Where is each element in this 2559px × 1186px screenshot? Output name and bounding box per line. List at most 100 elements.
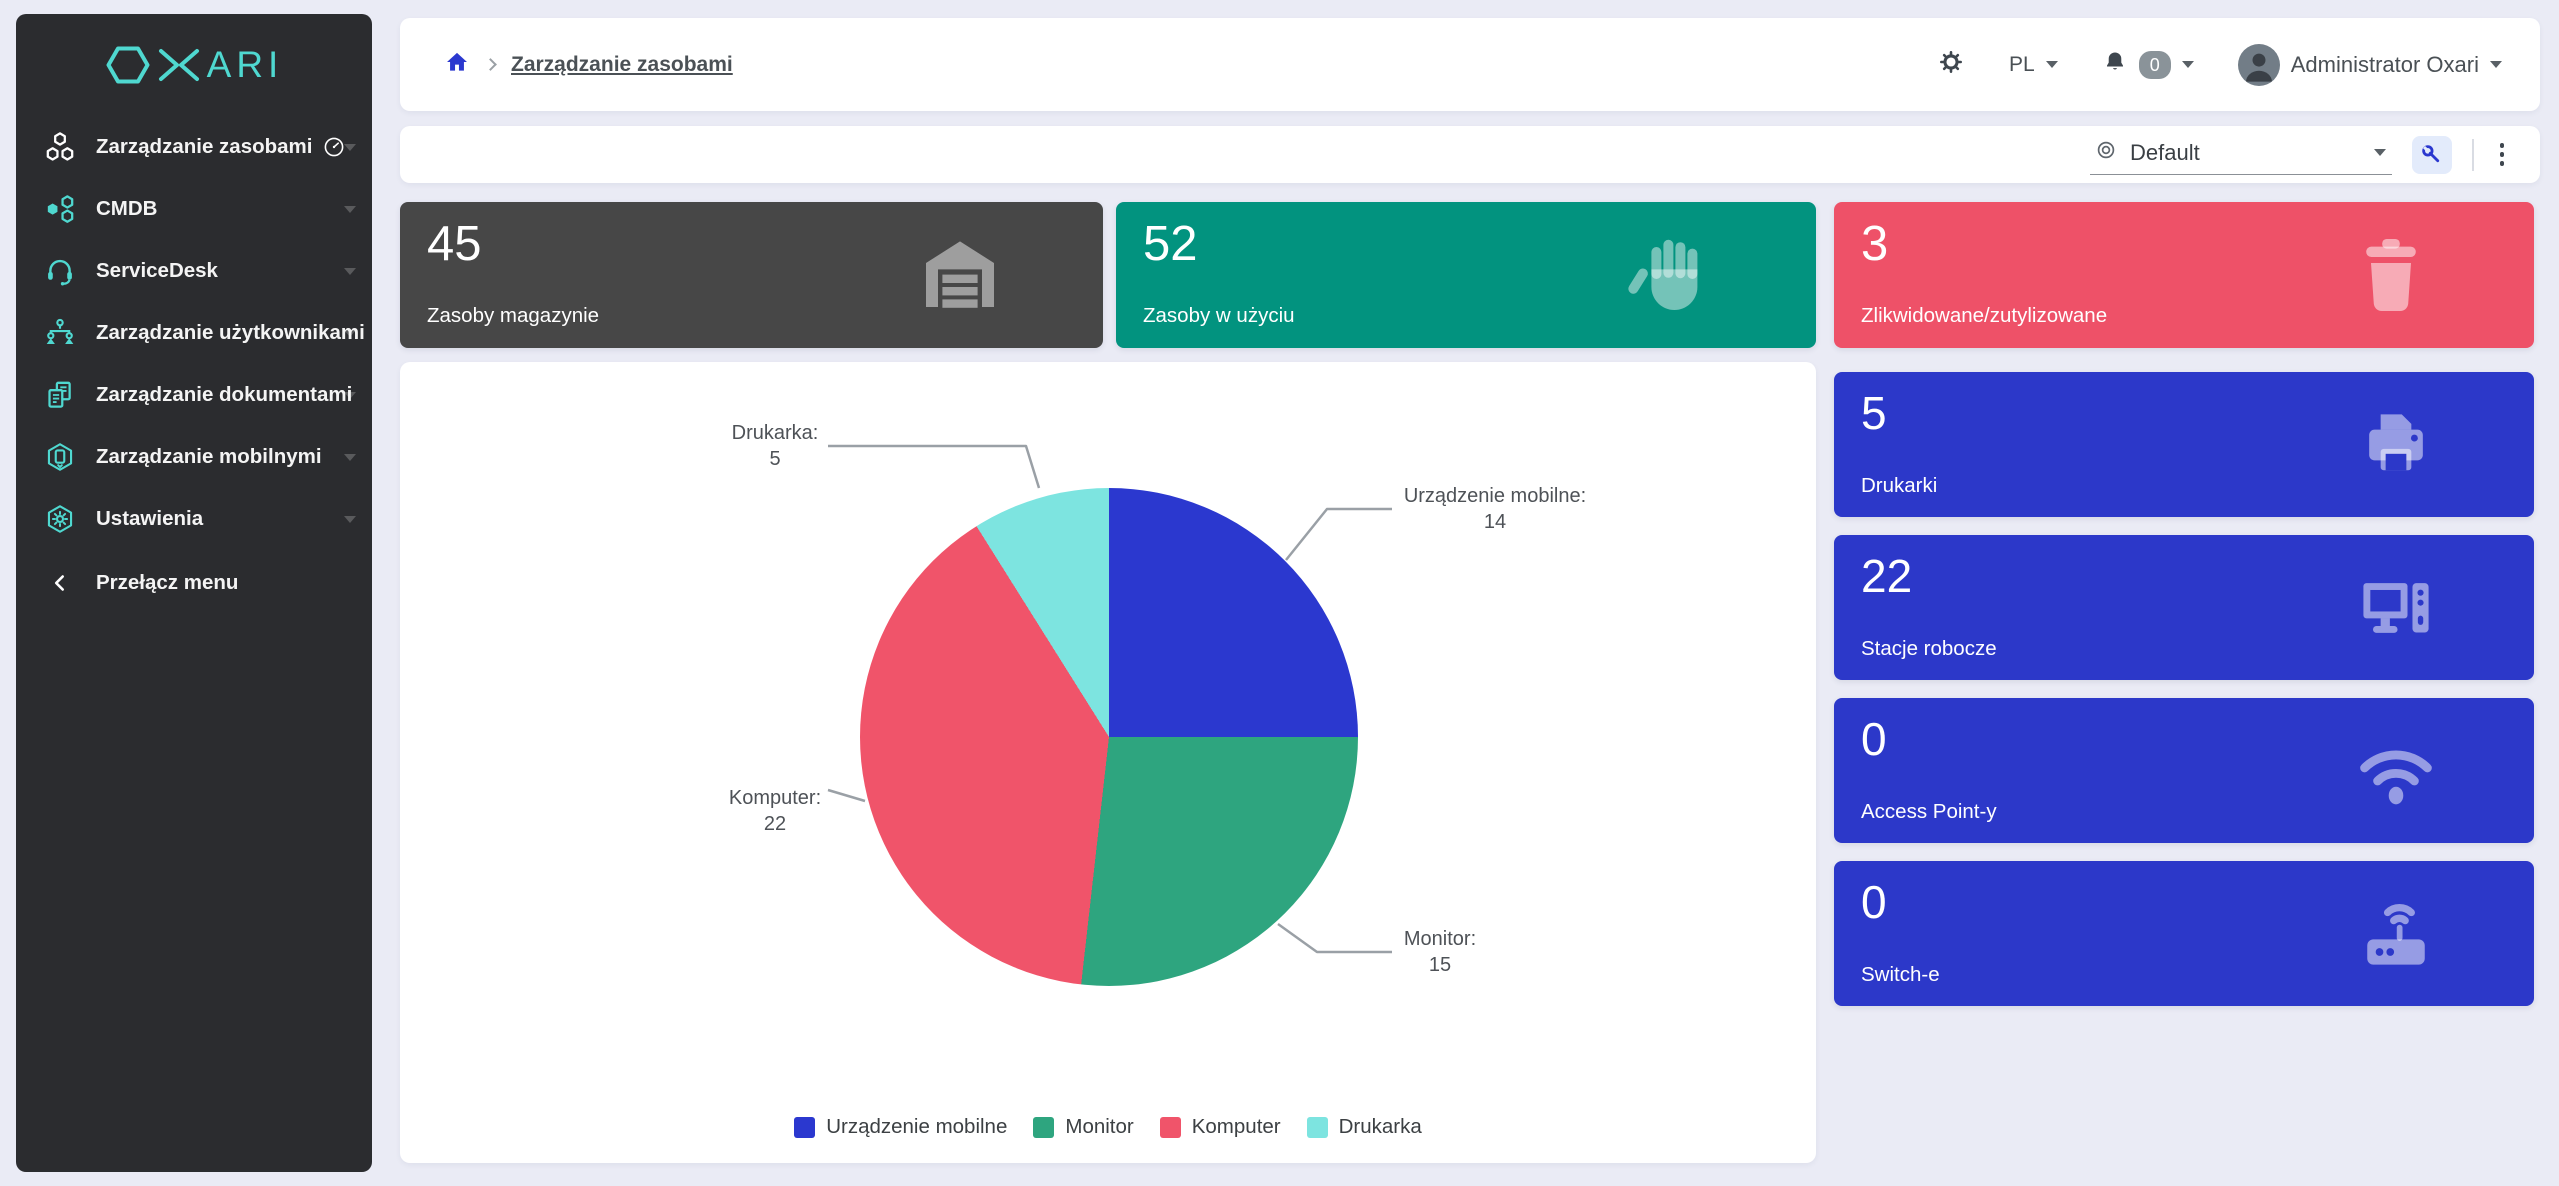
documents-icon (42, 377, 78, 413)
router-icon (2350, 888, 2442, 980)
wifi-icon (2350, 725, 2442, 817)
legend-item-drukarka[interactable]: Drukarka (1306, 1115, 1422, 1139)
chevron-down-icon (344, 267, 356, 275)
sidebar-item-cmdb[interactable]: CMDB (16, 178, 372, 240)
category-value: 0 (1861, 876, 1887, 928)
home-icon[interactable] (444, 49, 470, 80)
avatar (2237, 43, 2280, 86)
language-dropdown[interactable]: PL (2009, 53, 2058, 77)
view-toolbar: Default (400, 126, 2540, 183)
stat-value: 45 (427, 217, 482, 271)
view-select[interactable]: Default (2090, 134, 2392, 175)
trash-icon (2343, 227, 2439, 323)
legend-swatch (794, 1116, 816, 1138)
sidebar-item-zarzadzanie-zasobami[interactable]: Zarządzanie zasobami (16, 116, 372, 178)
callout-label: Urządzenie mobilne: (1403, 485, 1587, 507)
chevron-down-icon (344, 515, 356, 523)
legend-label: Urządzenie mobilne (826, 1115, 1008, 1138)
legend-item-urzadzenie-mobilne[interactable]: Urządzenie mobilne (794, 1115, 1007, 1139)
legend-label: Komputer (1191, 1115, 1281, 1138)
legend-label: Drukarka (1338, 1115, 1422, 1138)
callout-label: Monitor: (1403, 928, 1477, 950)
chevron-down-icon (2181, 61, 2194, 68)
legend-swatch (1159, 1116, 1181, 1138)
pie-chart[interactable] (860, 488, 1358, 986)
sidebar-item-ustawienia[interactable]: Ustawienia (16, 488, 372, 550)
callout-label: Komputer: (728, 787, 822, 809)
callout-value: 5 (769, 448, 781, 470)
view-icon (2094, 138, 2118, 167)
sidebar-toggle-menu[interactable]: Przełącz menu (16, 552, 372, 614)
category-card-stacje-robocze[interactable]: 22 Stacje robocze (1834, 535, 2534, 680)
chevron-down-icon (2490, 61, 2502, 68)
callout-urzadzenie-mobilne: Urządzenie mobilne: 14 (1392, 483, 1598, 535)
sidebar-item-label: Zarządzanie użytkownikami (96, 321, 365, 344)
logo-double-chevron-x-icon (158, 49, 199, 81)
dashboard-gauge-icon (322, 135, 346, 159)
legend-swatch (1306, 1116, 1328, 1138)
mobile-device-icon (42, 439, 78, 475)
sidebar-item-servicedesk[interactable]: ServiceDesk (16, 240, 372, 302)
sidebar-item-zarzadzanie-uzytkownikami[interactable]: Zarządzanie użytkownikami (16, 302, 372, 364)
user-menu[interactable]: Administrator Oxari (2237, 43, 2502, 86)
sidebar-item-label: CMDB (96, 197, 158, 220)
topbar-actions: PL 0 (1937, 43, 2502, 86)
legend-swatch (1033, 1116, 1055, 1138)
legend-item-monitor[interactable]: Monitor (1033, 1115, 1134, 1139)
category-value: 5 (1861, 387, 1887, 439)
category-value: 0 (1861, 713, 1887, 765)
callout-value: 14 (1483, 511, 1507, 533)
assets-nodes-icon (42, 129, 78, 165)
view-select-value: Default (2130, 139, 2200, 165)
sidebar-item-label: Zarządzanie zasobami (96, 135, 313, 158)
category-card-drukarki[interactable]: 5 Drukarki (1834, 372, 2534, 517)
stat-card-zasoby-magazynie[interactable]: 45 Zasoby magazynie (400, 202, 1103, 348)
sidebar: ARI Zarządzanie zasobami (16, 14, 372, 1172)
chevron-down-icon (2045, 61, 2058, 68)
cmdb-hexagons-icon (42, 191, 78, 227)
legend-label: Monitor (1065, 1115, 1134, 1138)
stat-card-zlikwidowane[interactable]: 3 Zlikwidowane/zutylizowane (1834, 202, 2534, 348)
gear-icon[interactable] (1937, 48, 1965, 81)
language-value: PL (2009, 52, 2035, 76)
sidebar-toggle-label: Przełącz menu (96, 571, 239, 594)
chevron-down-icon (344, 205, 356, 213)
callout-value: 22 (763, 813, 787, 835)
chevron-left-icon (42, 565, 78, 601)
callout-label: Drukarka: (731, 422, 819, 444)
stat-label: Zasoby w użyciu (1143, 304, 1295, 327)
category-label: Switch-e (1861, 963, 1940, 986)
category-label: Stacje robocze (1861, 637, 1997, 660)
configure-widgets-button[interactable] (2412, 135, 2452, 174)
category-value: 22 (1861, 550, 1913, 602)
breadcrumb-current-link[interactable]: Zarządzanie zasobami (511, 52, 733, 76)
chevron-down-icon (344, 391, 356, 399)
sidebar-item-label: Zarządzanie mobilnymi (96, 445, 322, 468)
logo-hexagon-o-icon (106, 46, 150, 84)
callout-value: 15 (1428, 954, 1452, 976)
hand-icon (1625, 227, 1721, 323)
users-hierarchy-icon (42, 315, 78, 351)
category-card-switche[interactable]: 0 Switch-e (1834, 861, 2534, 1006)
category-label: Access Point-y (1861, 800, 1997, 823)
more-options-kebab-icon[interactable] (2494, 137, 2511, 172)
chevron-down-icon (2374, 149, 2386, 156)
workstation-icon (2350, 562, 2442, 654)
callout-komputer: Komputer: 22 (695, 785, 855, 837)
printer-icon (2350, 399, 2442, 491)
legend-item-komputer[interactable]: Komputer (1159, 1115, 1281, 1139)
category-card-access-pointy[interactable]: 0 Access Point-y (1834, 698, 2534, 843)
notifications-dropdown[interactable]: 0 (2102, 49, 2194, 80)
chart-legend: Urządzenie mobilne Monitor Komputer Druk… (400, 1115, 1816, 1139)
breadcrumb: Zarządzanie zasobami (444, 49, 733, 80)
logo-wrap: ARI (16, 14, 372, 116)
sidebar-item-zarzadzanie-mobilnymi[interactable]: Zarządzanie mobilnymi (16, 426, 372, 488)
chevron-down-icon (344, 453, 356, 461)
stat-card-zasoby-w-uzyciu[interactable]: 52 Zasoby w użyciu (1116, 202, 1816, 348)
warehouse-icon (912, 227, 1008, 323)
stat-label: Zlikwidowane/zutylizowane (1861, 304, 2108, 327)
callout-drukarka: Drukarka: 5 (695, 420, 855, 472)
sidebar-item-zarzadzanie-dokumentami[interactable]: Zarządzanie dokumentami (16, 364, 372, 426)
sidebar-item-label: Zarządzanie dokumentami (96, 383, 353, 406)
